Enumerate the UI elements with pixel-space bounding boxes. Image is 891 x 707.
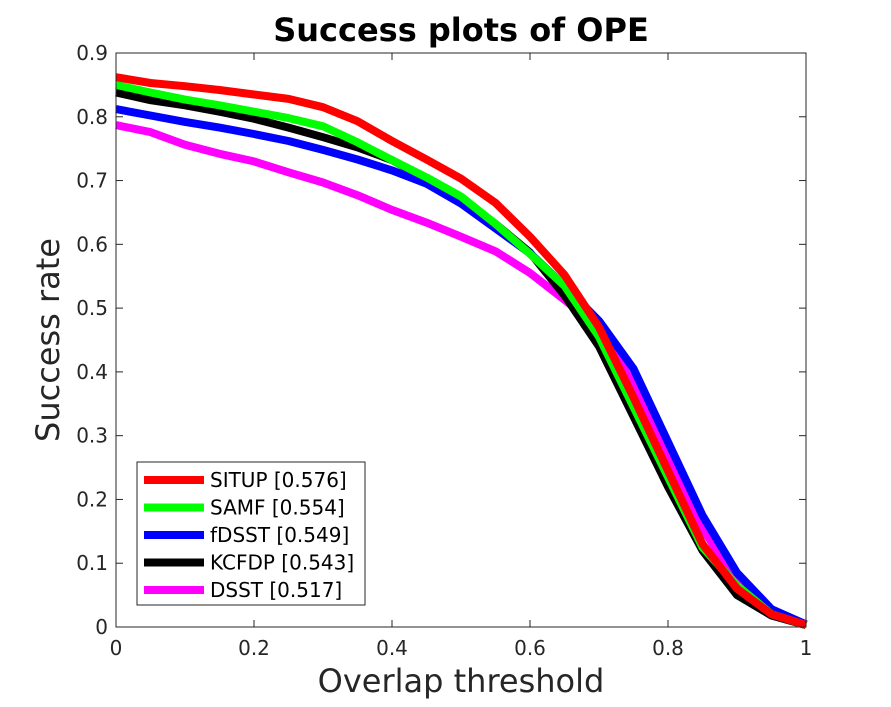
y-tick-label: 0.6	[76, 232, 108, 256]
legend-label-situp: SITUP [0.576]	[210, 468, 347, 492]
series-line-fdsst	[115, 105, 808, 629]
x-tick-label: 0.6	[514, 636, 546, 660]
legend-label-dsst: DSST [0.517]	[210, 578, 342, 602]
x-tick-label: 0.8	[652, 636, 684, 660]
y-tick-label: 0	[95, 615, 108, 639]
legend-label-fdsst: fDSST [0.549]	[210, 523, 349, 547]
x-tick-label: 1	[800, 636, 813, 660]
legend-items: SITUP [0.576] SAMF [0.554] fDSST [0.549] KC…	[144, 468, 354, 602]
x-tick-label: 0.2	[238, 636, 270, 660]
y-tick-label: 0.1	[76, 551, 108, 575]
chart-title: Success plots of OPE	[273, 11, 649, 49]
series-line-situp	[115, 73, 808, 629]
y-tick-label: 0.9	[76, 41, 108, 65]
x-tick-label: 0	[110, 636, 123, 660]
y-tick-label: 0.7	[76, 169, 108, 193]
legend: SITUP [0.576] SAMF [0.554] fDSST [0.549] KC…	[136, 461, 366, 606]
x-axis-label: Overlap threshold	[318, 662, 605, 700]
legend-label-samf: SAMF [0.554]	[210, 496, 345, 520]
series-layer	[115, 73, 808, 629]
y-tick-label: 0.2	[76, 487, 108, 511]
ticks-layer: 0 0.2 0.4 0.6 0.8 1 0 0.1 0.2 0.3 0.4 0.5 0.6 0.7 0.8 0…	[76, 41, 812, 660]
y-axis-label: Success rate	[29, 238, 67, 442]
y-tick-label: 0.4	[76, 360, 108, 384]
plot-frame	[115, 52, 807, 628]
y-tick-label: 0.8	[76, 105, 108, 129]
x-tick-label: 0.4	[376, 636, 408, 660]
y-tick-label: 0.5	[76, 296, 108, 320]
y-tick-label: 0.3	[76, 424, 108, 448]
series-line-dsst	[115, 121, 808, 629]
legend-label-kcfdp: KCFDP [0.543]	[210, 551, 354, 575]
